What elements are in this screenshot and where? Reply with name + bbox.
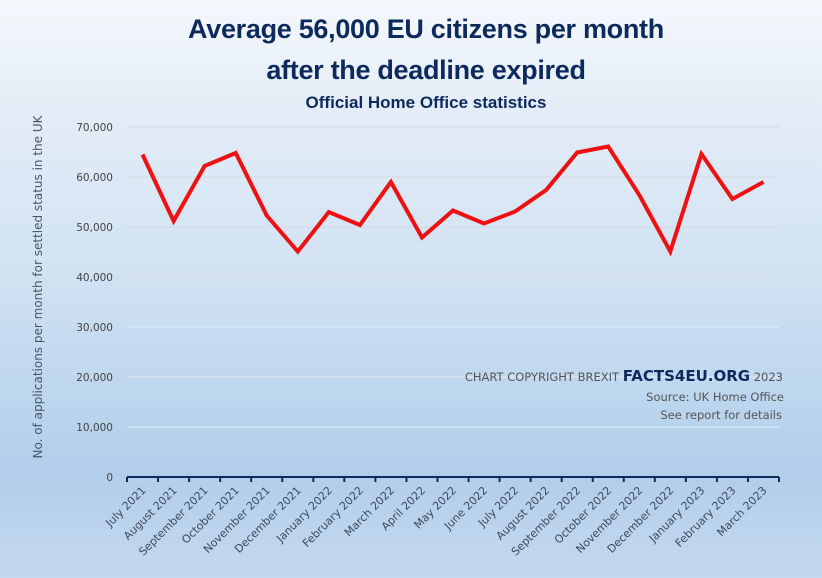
- y-axis-title: No. of applications per month for settle…: [31, 114, 45, 458]
- source-text: Source: UK Home Office: [646, 390, 784, 404]
- chart-subtitle: Official Home Office statistics: [305, 93, 547, 112]
- y-tick-label: 30,000: [76, 322, 113, 334]
- copyright-year: 2023: [750, 370, 783, 384]
- chart-title-line-1: Average 56,000 EU citizens per month: [188, 14, 664, 44]
- y-tick-label: 10,000: [76, 422, 113, 434]
- y-tick-label: 40,000: [76, 272, 113, 284]
- details-text: See report for details: [660, 408, 782, 422]
- watermark: CHART COPYRIGHT BREXIT FACTS4EU.ORG 2023…: [465, 367, 784, 422]
- copyright-prefix: CHART COPYRIGHT BREXIT: [465, 370, 623, 384]
- x-axis: [126, 476, 780, 482]
- y-tick-label: 60,000: [76, 172, 113, 184]
- y-tick-label: 0: [106, 472, 113, 484]
- y-tick-label: 50,000: [76, 222, 113, 234]
- gridlines: [127, 126, 779, 428]
- y-tick-label: 70,000: [76, 122, 113, 134]
- series-line: [140, 144, 765, 257]
- brand-name: FACTS4EU.ORG: [623, 367, 750, 385]
- copyright-text: CHART COPYRIGHT BREXIT FACTS4EU.ORG 2023: [465, 367, 783, 385]
- data-series: [140, 144, 765, 257]
- y-axis-ticks: 0 10,000 20,000 30,000 40,000 50,000 60,000 70,…: [76, 122, 113, 484]
- chart-title-line-2: after the deadline expired: [266, 55, 586, 85]
- y-tick-label: 20,000: [76, 372, 113, 384]
